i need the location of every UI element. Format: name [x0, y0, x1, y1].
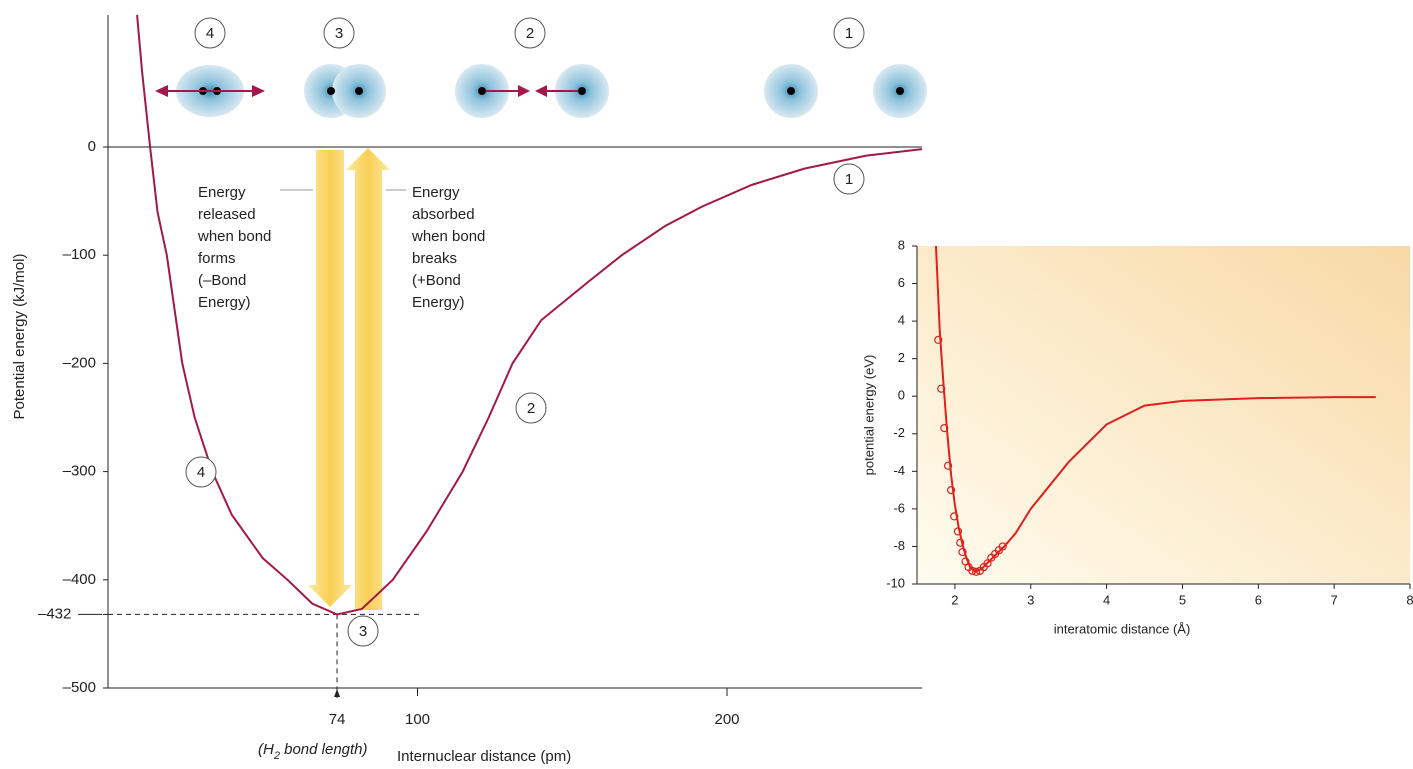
x-axis-title: interatomic distance (Å) [1054, 621, 1191, 636]
x-tick-label: 3 [1027, 592, 1034, 607]
annotation: (–Bond [198, 272, 246, 289]
y-tick-label: 8 [898, 237, 905, 252]
y-tick-label: –400 [63, 571, 96, 588]
y-tick-label: -2 [893, 425, 905, 440]
y-tick-label: 4 [898, 313, 905, 328]
circled-label: 4 [197, 464, 205, 481]
annotation: released [198, 206, 256, 223]
x-tick-label: 100 [405, 711, 430, 728]
x-tick-label: 6 [1255, 592, 1262, 607]
y-tick-label: –432 [38, 605, 71, 622]
y-tick-label: 6 [898, 275, 905, 290]
x-tick-label: 7 [1331, 592, 1338, 607]
x-tick-label: 200 [714, 711, 739, 728]
y-tick-label: 0 [898, 388, 905, 403]
energy-arrows [280, 148, 406, 610]
label-part: (H [258, 741, 274, 758]
y-tick-label: -6 [893, 500, 905, 515]
chart: -10 -8 -6 -4 -2 0 2 4 6 8 2 3 4 5 6 7 8 interatomic dista… [861, 237, 1413, 636]
bond-length-label: (H2 bond length) [258, 741, 368, 762]
y-tick-label: –500 [63, 679, 96, 696]
atom-stages [155, 64, 927, 118]
x-axis-title: Internuclear distance (pm) [397, 748, 571, 765]
label-part: bond length) [280, 741, 368, 758]
y-tick-label: -4 [893, 463, 905, 478]
x-tick-label: 4 [1103, 592, 1110, 607]
y-tick-label: -10 [886, 575, 905, 590]
circled-label: 4 [206, 25, 214, 42]
x-tick-label: 5 [1179, 592, 1186, 607]
annotation: Energy [198, 184, 246, 201]
circled-label: 2 [527, 400, 535, 417]
annotation: breaks [412, 250, 457, 267]
y-tick-label: -8 [893, 538, 905, 553]
x-tick-label: 8 [1406, 592, 1413, 607]
y-tick-label: 0 [88, 138, 96, 155]
annotation: (+Bond [412, 272, 461, 289]
annotation: Energy) [198, 294, 251, 311]
circled-label: 1 [845, 25, 853, 42]
annotation: forms [198, 250, 236, 267]
x-tick-label: 74 [329, 711, 346, 728]
y-tick-label: 2 [898, 350, 905, 365]
annotation: Energy) [412, 294, 465, 311]
annotation: when bond [197, 228, 271, 245]
figure: 0–100–200–300–400–432–50074100200Internu… [0, 0, 1413, 769]
label-part: 2 [273, 750, 280, 762]
circled-label: 3 [335, 25, 343, 42]
circled-label: 2 [526, 25, 534, 42]
annotation: when bond [411, 228, 485, 245]
chart: 0 –100 –200 –300 –400 –432 –500 74 100 200 Internu… [11, 15, 922, 765]
y-axis-title: Potential energy (kJ/mol) [11, 254, 28, 420]
annotation: Energy [412, 184, 460, 201]
y-tick-label: –300 [63, 463, 96, 480]
circled-label: 3 [359, 623, 367, 640]
y-tick-label: –200 [63, 354, 96, 371]
y-tick-label: –100 [63, 246, 96, 263]
circled-label: 1 [845, 171, 853, 188]
plot-background [917, 246, 1410, 584]
y-axis-title: potential energy (eV) [861, 355, 876, 476]
x-tick-label: 2 [951, 592, 958, 607]
tick-arrow [334, 689, 340, 697]
annotation: absorbed [412, 206, 475, 223]
